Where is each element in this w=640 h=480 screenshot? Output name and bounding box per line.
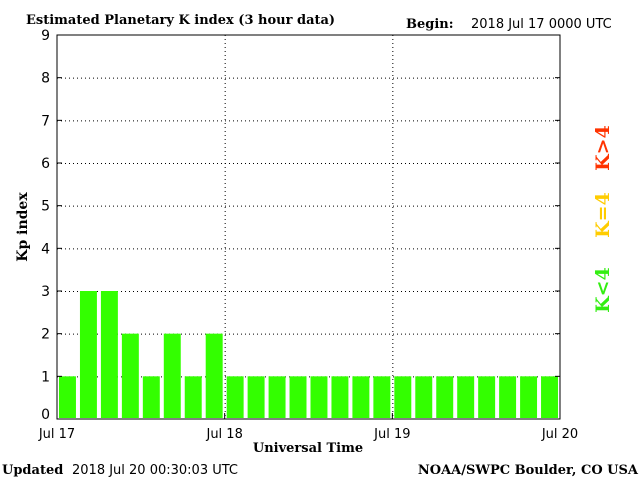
kp-bar — [436, 376, 454, 418]
kp-bar — [499, 376, 517, 418]
chart-title: Estimated Planetary K index (3 hour data… — [26, 13, 335, 28]
kp-bar — [59, 376, 76, 418]
kp-bar — [457, 376, 475, 418]
kp-bar — [331, 376, 349, 418]
y-axis-label: Kp index — [15, 192, 31, 262]
y-tick-label: 0 — [41, 407, 50, 423]
y-tick-label: 3 — [41, 284, 50, 300]
y-tick-label: 7 — [41, 113, 50, 129]
kp-bar — [310, 376, 328, 418]
kp-bar — [79, 291, 97, 418]
data-source: NOAA/SWPC Boulder, CO USA — [418, 463, 639, 478]
y-tick-label: 6 — [41, 156, 50, 172]
y-tick-label: 2 — [41, 327, 50, 343]
begin-value: 2018 Jul 17 0000 UTC — [471, 17, 612, 32]
kp-bar — [541, 376, 558, 418]
kp-bar — [142, 376, 160, 418]
kp-bar — [205, 333, 223, 418]
bars-group — [59, 291, 558, 418]
kp-bar — [289, 376, 307, 418]
plot-area — [56, 34, 561, 420]
y-tick-label: 9 — [41, 28, 50, 44]
kp-bar — [100, 291, 118, 418]
x-tick-label: Jul 17 — [38, 427, 75, 442]
kp-bar — [163, 333, 181, 418]
x-tick-label: Jul 19 — [373, 427, 410, 442]
y-tick-label: 5 — [41, 199, 50, 215]
kp-bar — [478, 376, 496, 418]
kp-bar — [226, 376, 244, 418]
kp-bar — [394, 376, 412, 418]
kp-bar — [121, 333, 139, 418]
kp-bar — [352, 376, 370, 418]
y-tick-label: 8 — [41, 71, 50, 87]
grid-lines — [57, 35, 560, 419]
updated-label: Updated — [2, 463, 63, 478]
y-tick-label: 4 — [41, 241, 50, 257]
legend-k-less-4: K<4 — [592, 267, 614, 313]
kp-bar — [247, 376, 265, 418]
kp-bar — [373, 376, 391, 418]
begin-label: Begin: — [406, 17, 454, 32]
legend-k-greater-4: K>4 — [592, 125, 614, 171]
updated-value: 2018 Jul 20 00:30:03 UTC — [72, 463, 238, 478]
kp-bar — [184, 376, 202, 418]
x-tick-label: Jul 18 — [205, 427, 242, 442]
x-tick-label: Jul 20 — [541, 427, 578, 442]
y-tick-label: 1 — [41, 369, 50, 385]
x-tick-labels: Jul 17 Jul 18 Jul 19 Jul 20 — [38, 413, 578, 442]
kp-bar — [268, 376, 286, 418]
y-tick-labels: 0 1 2 3 4 5 6 7 8 9 — [41, 28, 560, 423]
legend-k-equal-4: K=4 — [592, 192, 614, 238]
kp-bar — [415, 376, 433, 418]
kp-bar — [520, 376, 538, 418]
x-axis-label: Universal Time — [253, 441, 363, 456]
